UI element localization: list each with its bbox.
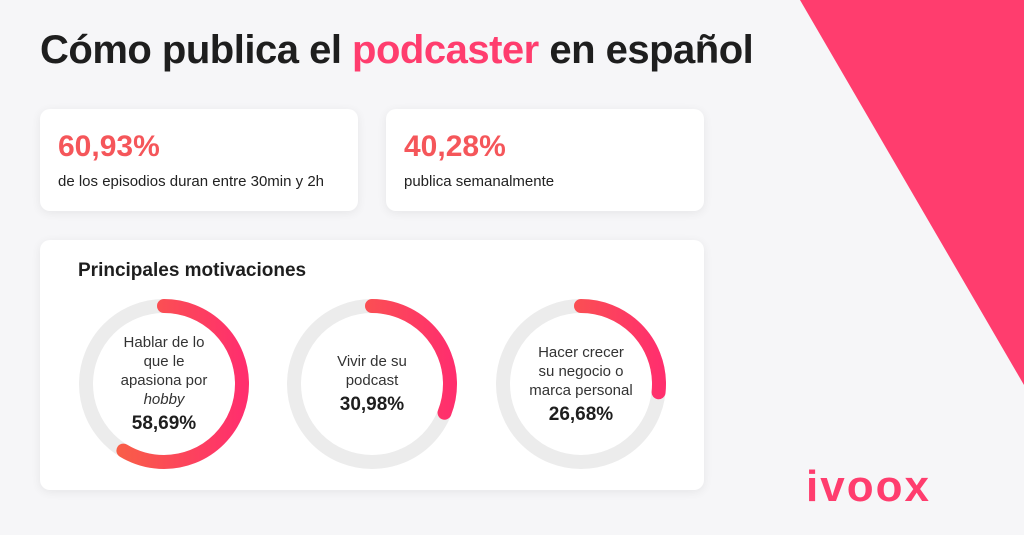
donut-value-label: 26,68% [548,403,614,425]
stat-value: 40,28% [404,130,506,163]
title-text-end: en español [538,28,754,72]
donut-arc-hobby [79,299,249,469]
donut-category-label: Vivir de su podcast [337,353,407,389]
donut-chart-business: Hacer crecer su negocio o marca personal… [495,298,667,470]
donut-center: Hablar de lo que le apasiona por hobby 58… [78,298,250,470]
donut-arc-business [496,299,666,469]
donut-ring [287,299,457,469]
logo-text: ivoox [806,463,931,507]
stat-value: 60,93% [58,130,160,163]
stat-card-weekly-publishing: 40,28% publica semanalmente [386,109,704,211]
donut-ring [79,299,249,469]
donut-category-label: Hacer crecer su negocio o marca personal [529,343,633,399]
donut-center: Vivir de su podcast 30,98% [286,298,458,470]
stat-label: de los episodios duran entre 30min y 2h [58,173,325,190]
donut-arc-living [287,299,457,469]
stat-label: publica semanalmente [404,173,555,190]
stat-card-episode-duration: 60,93% de los episodios duran entre 30mi… [40,109,358,211]
motivations-chart-card: Principales motivaciones Hablar de lo qu… [40,240,704,490]
donut-category-label: Hablar de lo que le apasiona por hobby [112,333,216,409]
donut-value-label: 58,69% [131,413,197,434]
donut-label-text: Hablar de lo que le apasiona por [120,334,208,389]
donut-chart-living: Vivir de su podcast 30,98% [286,298,458,470]
donut-value-label: 30,98% [339,394,405,415]
title-text-start: Cómo publica el [40,28,353,72]
chart-title: Principales motivaciones [78,260,307,281]
donut-label-italic: hobby [143,391,185,408]
ivoox-logo: ivoox [806,463,931,507]
title-highlight: podcaster [352,28,539,72]
donut-center: Hacer crecer su negocio o marca personal… [495,298,667,470]
page-title: Cómo publica el podcaster en español [40,28,754,73]
donut-chart-hobby: Hablar de lo que le apasiona por hobby 58… [78,298,250,470]
donut-ring [496,299,666,469]
